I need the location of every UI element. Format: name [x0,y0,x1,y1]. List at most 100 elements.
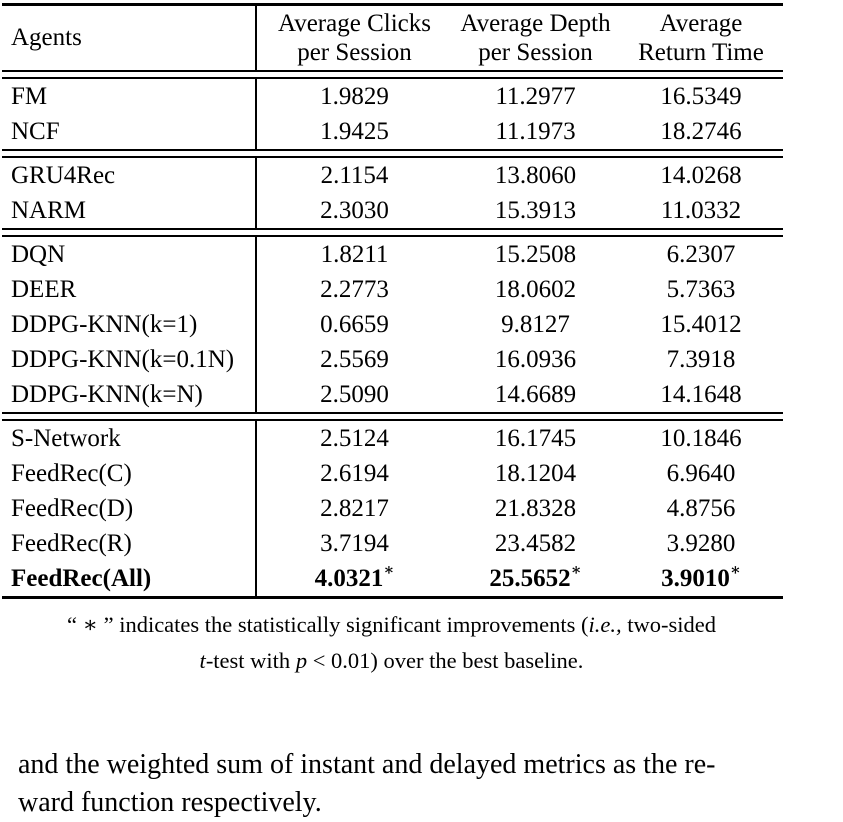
group-separator-rule [2,70,783,79]
metric-value: 25.5652 [489,564,571,592]
return-time-value-cell: 6.2307 [619,237,783,272]
body-paragraph-line: ward function respectively. [18,787,322,818]
metric-value: 5.7363 [666,275,736,303]
metric-value: 15.3913 [494,196,577,224]
footnote-line-2: t-test with p < 0.01) over the best base… [0,643,783,679]
metric-value: 21.8328 [494,494,577,522]
agent-name-cell: FeedRec(All) [2,561,257,596]
agent-name-cell: DDPG-KNN(k=0.1N) [2,342,257,377]
depth-value-cell: 15.2508 [452,237,619,272]
clicks-value-cell: 2.6194 [257,456,452,491]
depth-value-cell: 11.2977 [452,79,619,114]
metric-value: 13.8060 [494,161,577,189]
depth-value-cell: 23.4582 [452,526,619,561]
metric-value: 2.1154 [320,161,389,189]
metric-value: 4.0321 [314,564,384,592]
return-time-value-cell: 11.0332 [619,193,783,228]
return-time-value-cell: 16.5349 [619,79,783,114]
group-separator-rule [2,412,783,421]
metric-value: 11.2977 [495,82,576,110]
clicks-value-cell: 4.0321 ∗ [314,562,395,592]
metric-value: 9.8127 [501,310,570,338]
group-separator-rule [2,228,783,237]
metric-value: 6.9640 [666,459,736,487]
metric-value: 2.5090 [320,380,389,408]
column-header-avg-return-time: Average Return Time [619,6,783,70]
agent-name-cell: DQN [2,237,257,272]
agent-name: FM [11,82,48,110]
return-time-value-cell: 18.2746 [619,114,783,149]
table-row: NARM 2.3030 15.3913 11.0332 [2,193,783,228]
agent-name-cell: GRU4Rec [2,158,257,193]
agent-name-cell: FeedRec(C) [2,456,257,491]
table-body: FM 1.9829 11.2977 16.5349 NCF 1.9425 11.1973 18… [2,70,783,596]
depth-value-cell: 15.3913 [452,193,619,228]
column-header-avg-clicks: Average Clicks per Session [257,6,452,70]
agent-name: DDPG-KNN(k=0.1N) [11,345,235,373]
return-time-value-cell: 14.1648 [619,377,783,412]
column-header-line: Average Clicks [278,10,431,37]
metric-value: 14.6689 [494,380,577,408]
metric-value: 2.2773 [320,275,389,303]
metric-value: 3.9280 [666,529,736,557]
footnote-text-italic: p [295,648,308,673]
return-time-value-cell: 7.3918 [619,342,783,377]
clicks-value-cell: 2.1154 [257,158,452,193]
table-footnote: “ ∗ ” indicates the statistically signif… [0,607,783,679]
clicks-value-cell: 2.5090 [257,377,452,412]
metric-value: 2.5569 [320,345,389,373]
clicks-value-cell: 2.5124 [257,421,452,456]
metric-value: 18.1204 [494,459,577,487]
return-time-value-cell: 4.8756 [619,491,783,526]
footnote-text-italic: i.e., [588,612,622,637]
agent-name-cell: DEER [2,272,257,307]
table-row: DDPG-KNN(k=0.1N) 2.5569 16.0936 7.3918 [2,342,783,377]
footnote-text-italic: t [199,648,206,673]
table-header-row: Agents Average Clicks per Session Averag… [2,6,783,70]
column-header-line: Average Depth [460,10,611,37]
depth-value-cell: 11.1973 [452,114,619,149]
group-separator-rule [2,149,783,158]
agent-name-cell: FeedRec(R) [2,526,257,561]
metric-value: 23.4582 [494,529,577,557]
clicks-value-cell: 2.2773 [257,272,452,307]
agent-name-cell: NARM [2,193,257,228]
results-table: Agents Average Clicks per Session Averag… [2,3,783,599]
depth-value-cell: 18.1204 [452,456,619,491]
return-time-value-cell: 5.7363 [619,272,783,307]
depth-value-cell: 16.1745 [452,421,619,456]
agent-name: S-Network [11,424,121,452]
clicks-value-cell: 3.7194 [257,526,452,561]
return-time-value-cell: 15.4012 [619,307,783,342]
metric-value: 16.0936 [494,345,577,373]
depth-value-cell: 18.0602 [452,272,619,307]
clicks-value-cell: 1.9425 [257,114,452,149]
agent-name: FeedRec(C) [11,459,132,487]
metric-value: 2.3030 [320,196,389,224]
agent-name: DDPG-KNN(k=N) [11,380,203,408]
column-header-agents: Agents [2,6,257,70]
metric-value: 15.4012 [660,310,742,338]
clicks-value-cell: 1.9829 [257,79,452,114]
clicks-value-cell: 2.3030 [257,193,452,228]
agent-name: DEER [11,275,77,303]
clicks-value-cell: 2.8217 [257,491,452,526]
agent-name: GRU4Rec [11,161,116,189]
agent-name-cell: DDPG-KNN(k=N) [2,377,257,412]
metric-value: 3.9010 [661,564,730,592]
table-row: FeedRec(D) 2.8217 21.8328 4.8756 [2,491,783,526]
metric-value: 0.6659 [320,310,389,338]
table-row: DDPG-KNN(k=N) 2.5090 14.6689 14.1648 [2,377,783,412]
agent-name-cell: FeedRec(D) [2,491,257,526]
return-time-value-cell: 3.9010 ∗ [661,562,741,592]
clicks-value-cell: 2.5569 [257,342,452,377]
clicks-value-cell: 0.6659 [257,307,452,342]
depth-value-cell: 14.6689 [452,377,619,412]
table-row: FeedRec(R) 3.7194 23.4582 3.9280 [2,526,783,561]
depth-value-cell: 9.8127 [452,307,619,342]
return-time-value-cell: 14.0268 [619,158,783,193]
agent-name-cell: FM [2,79,257,114]
footnote-text: < 0.01) over the best baseline. [307,648,584,673]
metric-value: 16.1745 [494,424,577,452]
depth-value-cell: 16.0936 [452,342,619,377]
